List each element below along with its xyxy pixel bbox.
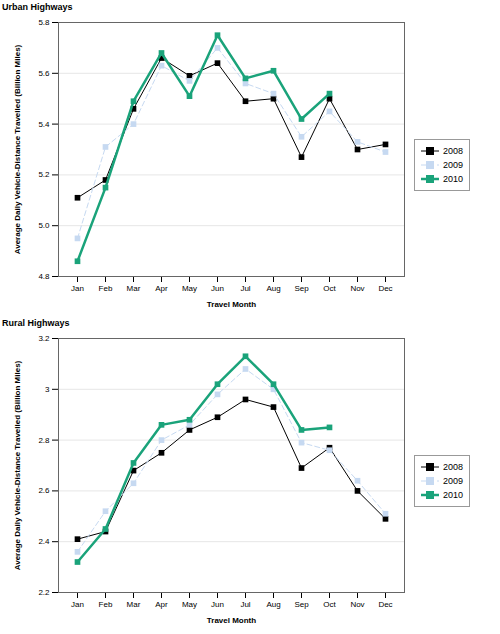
- svg-text:4.8: 4.8: [38, 272, 50, 281]
- svg-text:2.4: 2.4: [38, 537, 50, 546]
- html-text:2010: 2010: [443, 174, 463, 184]
- svg-text:5.0: 5.0: [38, 221, 50, 230]
- html-text:2008: 2008: [443, 462, 463, 472]
- svg-text:3: 3: [45, 385, 50, 394]
- svg-text:Aug: Aug: [266, 600, 280, 609]
- svg-text:Jan: Jan: [71, 600, 84, 609]
- html-text:Urban Highways: Urban Highways: [2, 2, 73, 12]
- svg-text:Dec: Dec: [378, 600, 392, 609]
- svg-text:Sep: Sep: [294, 284, 309, 293]
- svg-text:Apr: Apr: [155, 600, 168, 609]
- svg-text:Nov: Nov: [350, 284, 364, 293]
- svg-text:Jun: Jun: [211, 284, 224, 293]
- svg-text:Apr: Apr: [155, 284, 168, 293]
- svg-text:2.6: 2.6: [38, 486, 50, 495]
- svg-text:Jun: Jun: [211, 600, 224, 609]
- svg-text:Dec: Dec: [378, 284, 392, 293]
- html-text:2010: 2010: [443, 490, 463, 500]
- svg-text:3.2: 3.2: [38, 334, 50, 343]
- svg-text:5.2: 5.2: [38, 170, 50, 179]
- svg-text:5.6: 5.6: [38, 69, 50, 78]
- svg-text:Travel Month: Travel Month: [207, 300, 256, 309]
- svg-text:Feb: Feb: [99, 600, 113, 609]
- svg-text:Mar: Mar: [127, 600, 141, 609]
- svg-text:5.4: 5.4: [38, 120, 50, 129]
- svg-text:Jul: Jul: [240, 284, 250, 293]
- svg-text:Travel Month: Travel Month: [207, 616, 256, 625]
- svg-text:Nov: Nov: [350, 600, 364, 609]
- svg-text:Oct: Oct: [323, 600, 336, 609]
- svg-text:Average Daily Vehicle-Distance: Average Daily Vehicle-Distance Travelled…: [13, 44, 22, 254]
- svg-text:Average Daily Vehicle-Distance: Average Daily Vehicle-Distance Travelled…: [13, 360, 22, 570]
- html-text:Rural Highways: Rural Highways: [2, 318, 70, 328]
- svg-text:May: May: [182, 284, 197, 293]
- html-text:2009: 2009: [443, 476, 463, 486]
- html-text:2008: 2008: [443, 146, 463, 156]
- svg-text:May: May: [182, 600, 197, 609]
- svg-text:Mar: Mar: [127, 284, 141, 293]
- svg-text:Sep: Sep: [294, 600, 309, 609]
- svg-text:Feb: Feb: [99, 284, 113, 293]
- svg-text:5.8: 5.8: [38, 18, 50, 27]
- svg-text:Jul: Jul: [240, 600, 250, 609]
- svg-text:2.2: 2.2: [38, 588, 50, 597]
- svg-text:Aug: Aug: [266, 284, 280, 293]
- svg-text:Oct: Oct: [323, 284, 336, 293]
- html-text:2009: 2009: [443, 160, 463, 170]
- svg-text:Jan: Jan: [71, 284, 84, 293]
- svg-text:2.8: 2.8: [38, 436, 50, 445]
